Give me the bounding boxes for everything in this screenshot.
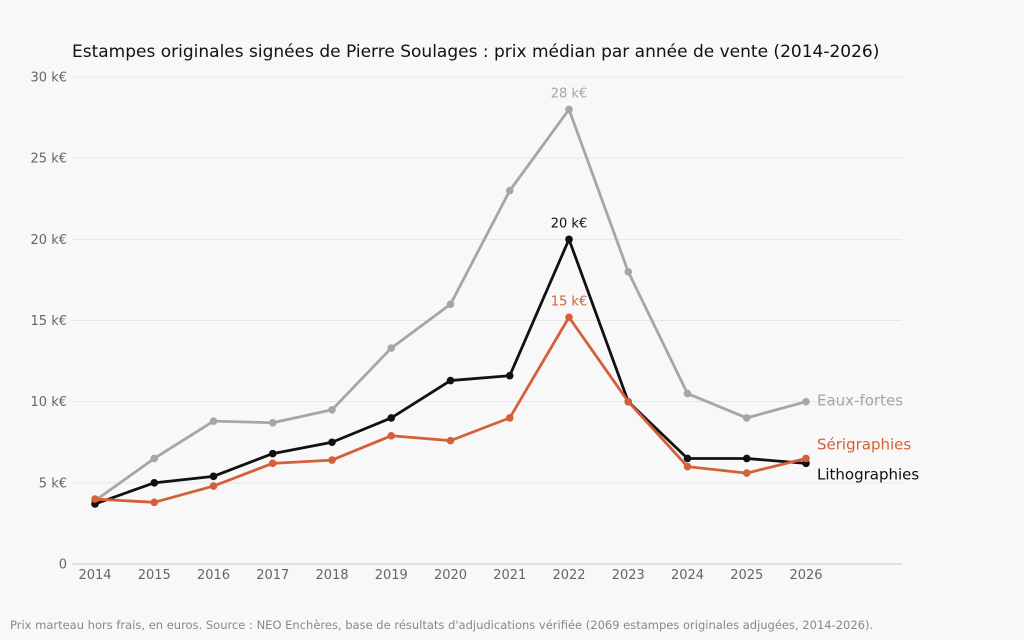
y-tick-label: 0 — [59, 558, 67, 573]
series-name-label: Sérigraphies — [817, 435, 911, 453]
data-point — [742, 454, 751, 463]
x-tick-label: 2024 — [671, 568, 704, 583]
x-axis-ticks: 2014 2015 2016 2017 2018 2019 2020 2021 2022 2023… — [78, 568, 822, 583]
y-tick-label: 15 k€ — [31, 314, 67, 329]
data-point — [565, 313, 573, 322]
data-point — [624, 268, 633, 276]
peak-value-label: 15 k€ — [551, 294, 587, 309]
data-point — [446, 436, 455, 445]
data-point — [565, 105, 573, 114]
y-tick-label: 25 k€ — [31, 152, 67, 167]
x-tick-label: 2021 — [493, 568, 526, 583]
data-point — [387, 414, 396, 422]
data-point — [387, 431, 396, 440]
series-1: 20 k€ Lithographies — [91, 216, 919, 508]
x-tick-label: 2026 — [789, 568, 822, 583]
series-name-label: Lithographies — [817, 465, 919, 483]
y-tick-label: 10 k€ — [31, 395, 67, 410]
data-point — [742, 469, 751, 477]
data-point — [446, 376, 455, 385]
x-tick-label: 2017 — [256, 568, 289, 583]
grid-lines — [72, 76, 902, 565]
x-tick-label: 2023 — [612, 568, 645, 583]
x-tick-label: 2020 — [434, 568, 467, 583]
y-axis-ticks: 0 5 k€ 10 k€ 15 k€ 20 k€ 25 k€ 30 k€ — [31, 71, 67, 573]
series-2: 15 k€ Sérigraphies — [91, 294, 911, 507]
data-point — [742, 414, 751, 422]
data-point — [150, 454, 159, 463]
data-point — [268, 459, 277, 468]
data-point — [683, 462, 692, 471]
x-tick-label: 2025 — [730, 568, 763, 583]
data-point — [209, 417, 218, 425]
chart-footnote: Prix marteau hors frais, en euros. Sourc… — [10, 618, 874, 632]
data-point — [505, 414, 514, 422]
data-point — [683, 389, 692, 398]
data-point — [328, 438, 336, 447]
data-point — [209, 482, 218, 490]
data-point — [209, 472, 218, 481]
data-point — [91, 495, 99, 503]
series-0: 28 k€ Eaux-fortes — [91, 86, 903, 505]
data-point — [150, 498, 159, 507]
data-point — [328, 405, 336, 414]
x-tick-label: 2019 — [375, 568, 408, 583]
data-point — [387, 344, 396, 352]
data-point — [268, 418, 277, 427]
x-tick-label: 2015 — [138, 568, 171, 583]
x-tick-label: 2022 — [552, 568, 585, 583]
data-point — [328, 456, 336, 464]
data-point — [802, 397, 810, 406]
peak-value-label: 20 k€ — [551, 216, 587, 231]
chart-title: Estampes originales signées de Pierre So… — [72, 42, 879, 62]
data-point — [565, 235, 573, 244]
series-group: 28 k€ Eaux-fortes 20 k€ Lithographies 15 k€ S… — [91, 86, 919, 508]
data-point — [268, 449, 277, 458]
y-tick-label: 20 k€ — [31, 233, 67, 248]
data-point — [505, 186, 514, 195]
x-tick-label: 2016 — [197, 568, 230, 583]
series-line — [93, 315, 808, 504]
data-point — [683, 454, 692, 463]
peak-value-label: 28 k€ — [551, 86, 587, 101]
y-tick-label: 30 k€ — [31, 71, 67, 86]
data-point — [446, 300, 455, 309]
series-line — [93, 237, 808, 506]
x-tick-label: 2018 — [315, 568, 348, 583]
data-point — [802, 454, 810, 463]
series-name-label: Eaux-fortes — [817, 392, 903, 410]
data-point — [505, 371, 514, 380]
data-point — [150, 479, 159, 487]
y-tick-label: 5 k€ — [39, 476, 67, 491]
data-point — [624, 397, 633, 406]
x-tick-label: 2014 — [78, 568, 111, 583]
